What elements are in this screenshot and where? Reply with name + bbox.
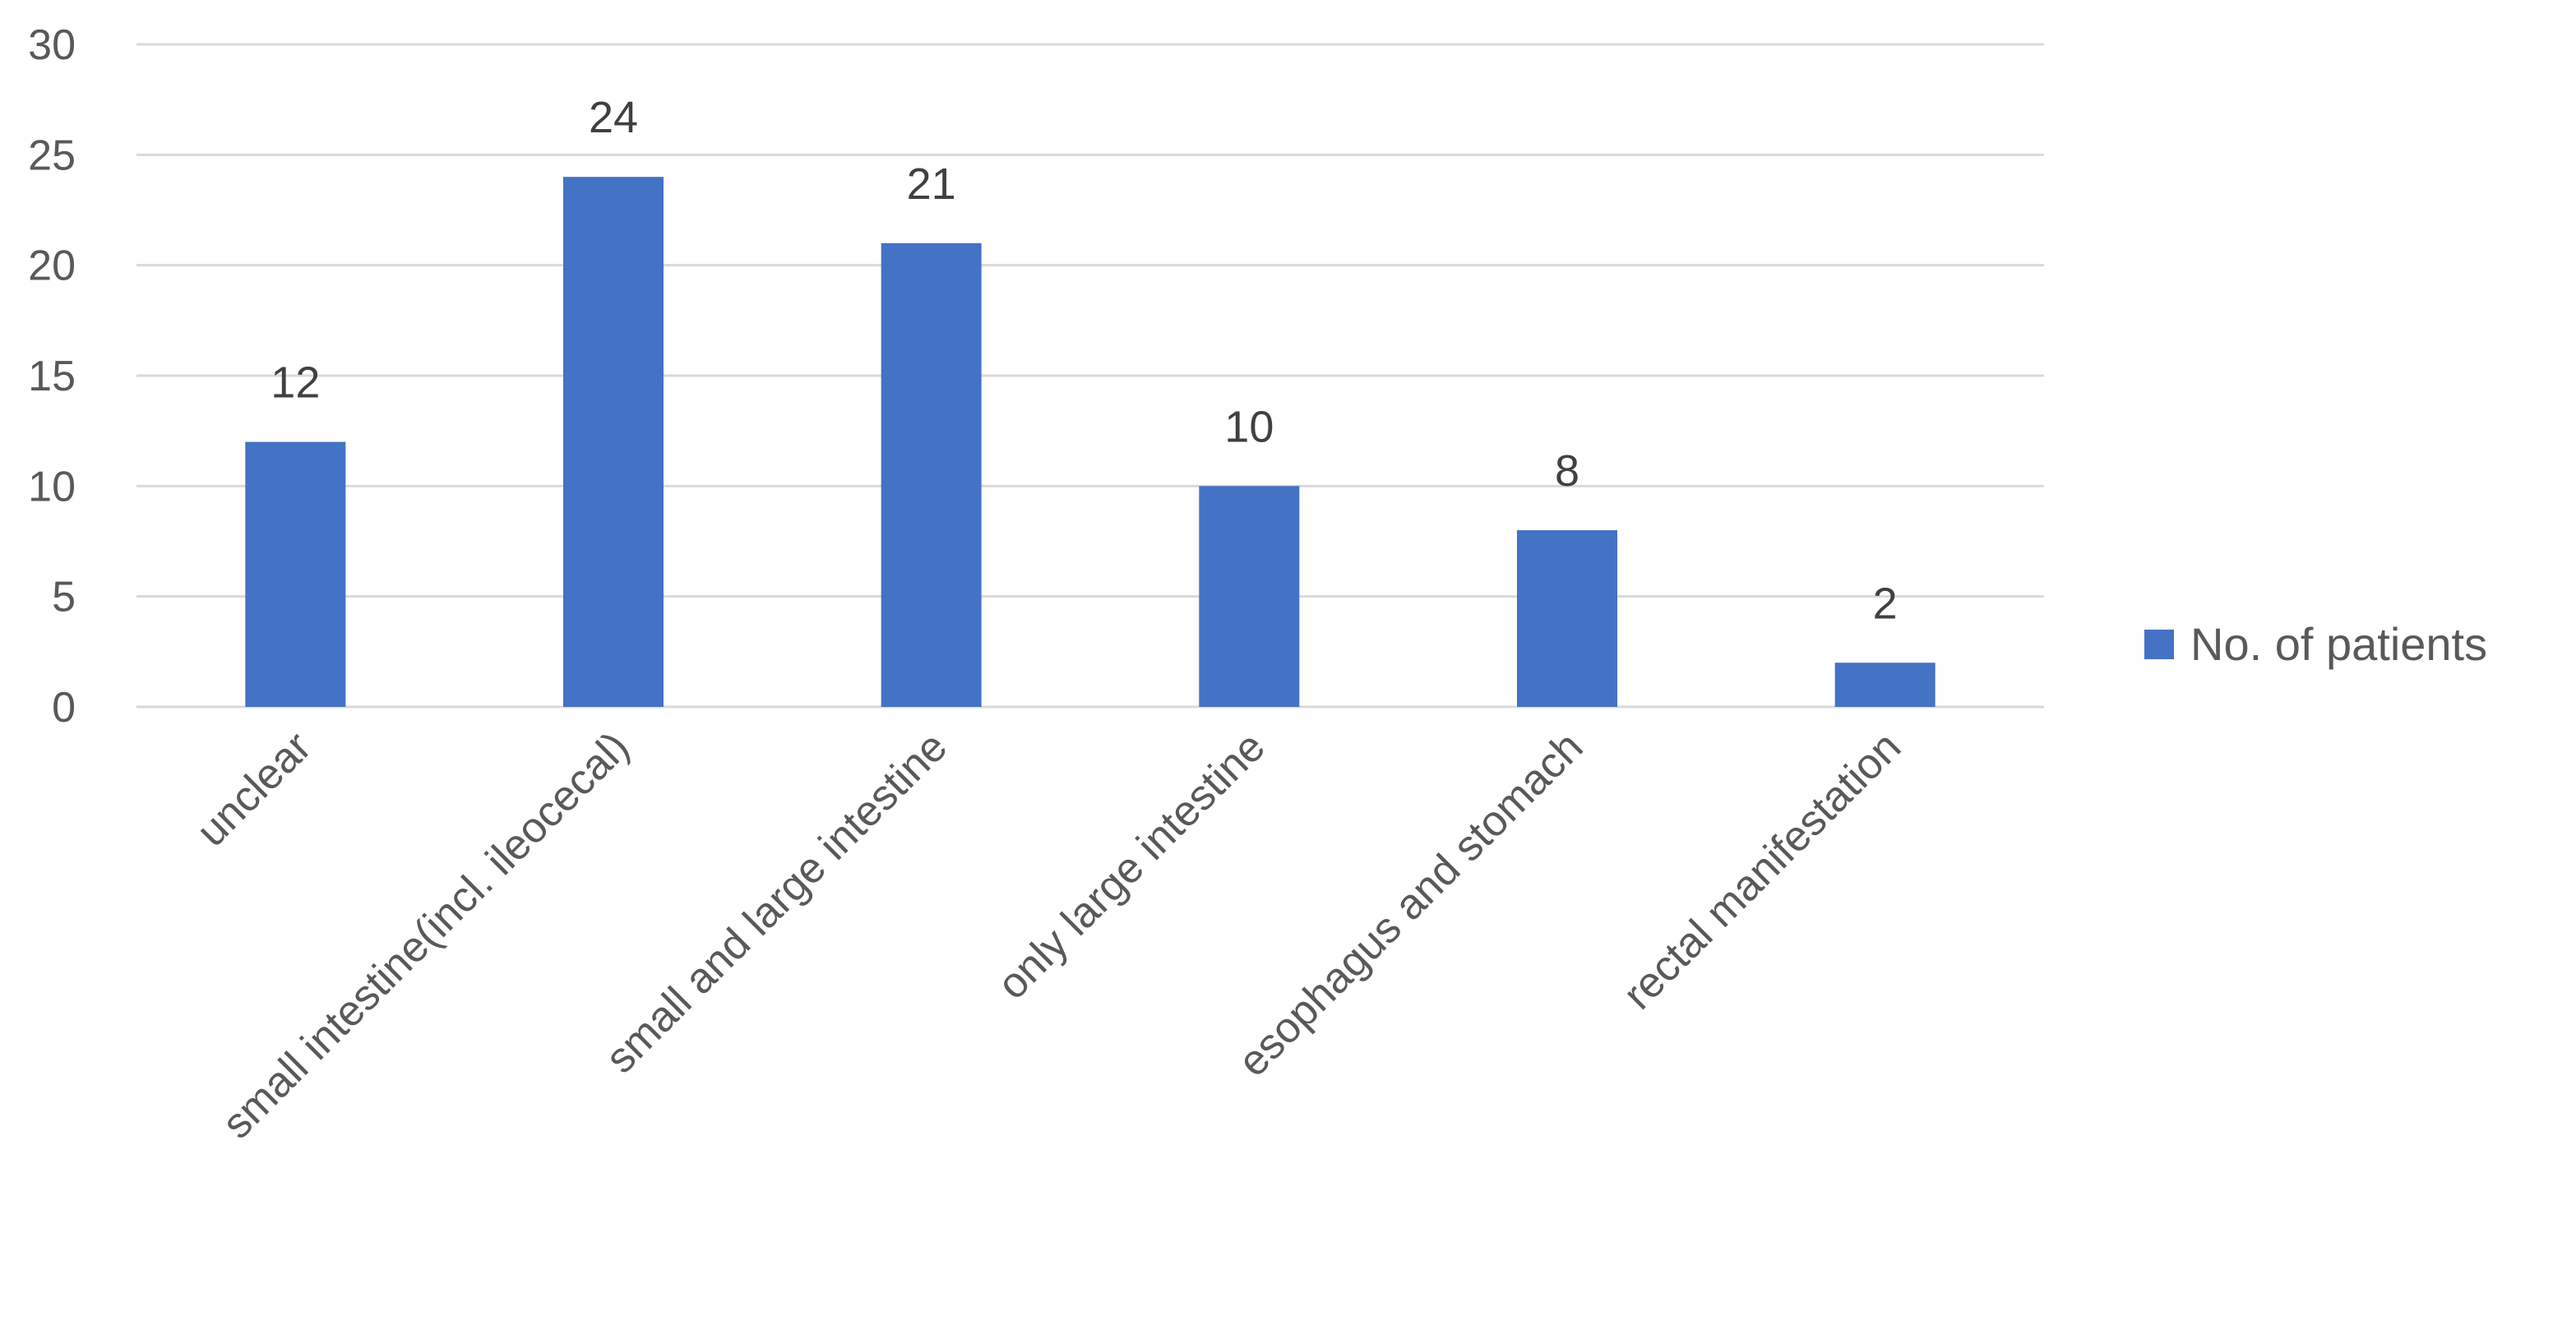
bar <box>245 441 346 707</box>
category-label: only large intestine <box>988 723 1274 1009</box>
data-label: 12 <box>271 358 320 408</box>
bar <box>1517 530 1617 707</box>
y-tick-label: 25 <box>28 132 76 179</box>
category-label: esophagus and stomach <box>1229 723 1593 1086</box>
data-label: 21 <box>907 159 956 209</box>
bar <box>881 242 982 707</box>
category-label: small and large intestine <box>597 723 957 1083</box>
y-tick-label: 0 <box>52 684 76 732</box>
data-label: 2 <box>1873 579 1898 628</box>
gridlines <box>136 43 2044 709</box>
bar <box>1199 486 1300 707</box>
y-tick-label: 15 <box>28 353 76 400</box>
data-label: 24 <box>589 93 638 142</box>
bar <box>563 177 664 707</box>
data-label: 10 <box>1224 402 1274 451</box>
y-tick-label: 20 <box>28 242 76 290</box>
y-tick-label: 5 <box>52 574 76 621</box>
y-tick-label: 10 <box>28 463 76 510</box>
legend-label: No. of patients <box>2190 618 2487 670</box>
bars <box>245 177 1935 707</box>
category-label: unclear <box>187 723 321 856</box>
bar <box>1834 662 1935 707</box>
y-tick-label: 30 <box>28 21 76 69</box>
category-label: rectal manifestation <box>1614 723 1910 1018</box>
data-labels: 12 24 21 10 8 2 <box>271 93 1897 628</box>
y-axis-ticks: 0 5 10 15 20 25 30 <box>28 21 76 732</box>
data-label: 8 <box>1555 446 1579 496</box>
legend: No. of patients <box>2144 618 2487 670</box>
legend-swatch <box>2144 630 2174 659</box>
